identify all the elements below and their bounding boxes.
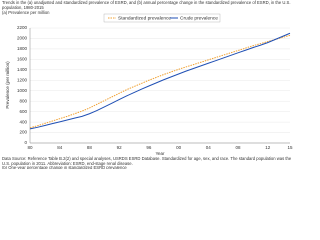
x-axis-label: Year (155, 151, 165, 156)
y-axis-label: Prevalence (per million) (5, 61, 10, 109)
y-tick-label: 1000 (17, 88, 28, 93)
footnote: (b) One-year percentage change in standa… (2, 165, 127, 169)
legend-label: Standardized prevalence (118, 16, 171, 22)
x-tick-label: 88 (87, 145, 93, 150)
chart: Prevalence (per million) Year 0 200 400 600… (5, 13, 293, 156)
x-tick-label: 08 (235, 145, 241, 150)
y-tick-label: 1400 (17, 67, 28, 72)
chart-title: Trends in the (a) unadjusted and standar… (2, 0, 291, 10)
y-tick-label: 400 (19, 119, 27, 124)
y-tick-label: 800 (19, 98, 27, 103)
line-series (29, 34, 291, 129)
y-tick-label: 1800 (17, 46, 28, 51)
x-tick-label: 12 (265, 145, 271, 150)
x-tick-label: 96 (146, 145, 152, 150)
y-tick-label: 200 (19, 130, 27, 135)
x-tick-label: 00 (176, 145, 182, 150)
y-tick-label: 1200 (17, 77, 28, 82)
y-tick-label: 2200 (17, 25, 28, 30)
chart-subtitle: (a) Prevalence per million (2, 9, 50, 15)
x-tick-label: 04 (206, 145, 212, 150)
line-series (29, 32, 291, 130)
footnote: Data Source: Reference Table B.2(2) and … (2, 156, 292, 166)
y-tick-label: 2000 (17, 36, 28, 41)
y-tick-label: 600 (19, 109, 27, 114)
x-tick-label: 80 (27, 145, 33, 150)
legend-label: Crude prevalence (180, 16, 218, 22)
y-tick-label: 1600 (17, 57, 28, 62)
legend-box (103, 13, 221, 23)
x-tick-label: 92 (117, 145, 123, 150)
x-tick-label: 84 (57, 145, 63, 150)
y-tick-label: 0 (24, 140, 27, 145)
page: {"chart_data": {"type": "line", "title":… (2, 0, 293, 169)
x-tick-label: 15 (287, 145, 293, 150)
